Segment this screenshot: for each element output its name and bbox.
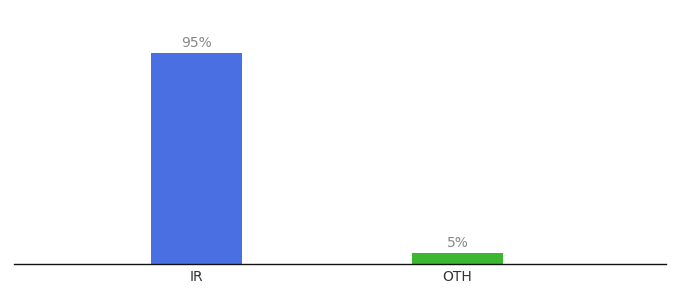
Text: 5%: 5% — [447, 236, 469, 250]
Text: 95%: 95% — [181, 36, 211, 50]
Bar — [151, 53, 242, 264]
Bar — [412, 253, 503, 264]
